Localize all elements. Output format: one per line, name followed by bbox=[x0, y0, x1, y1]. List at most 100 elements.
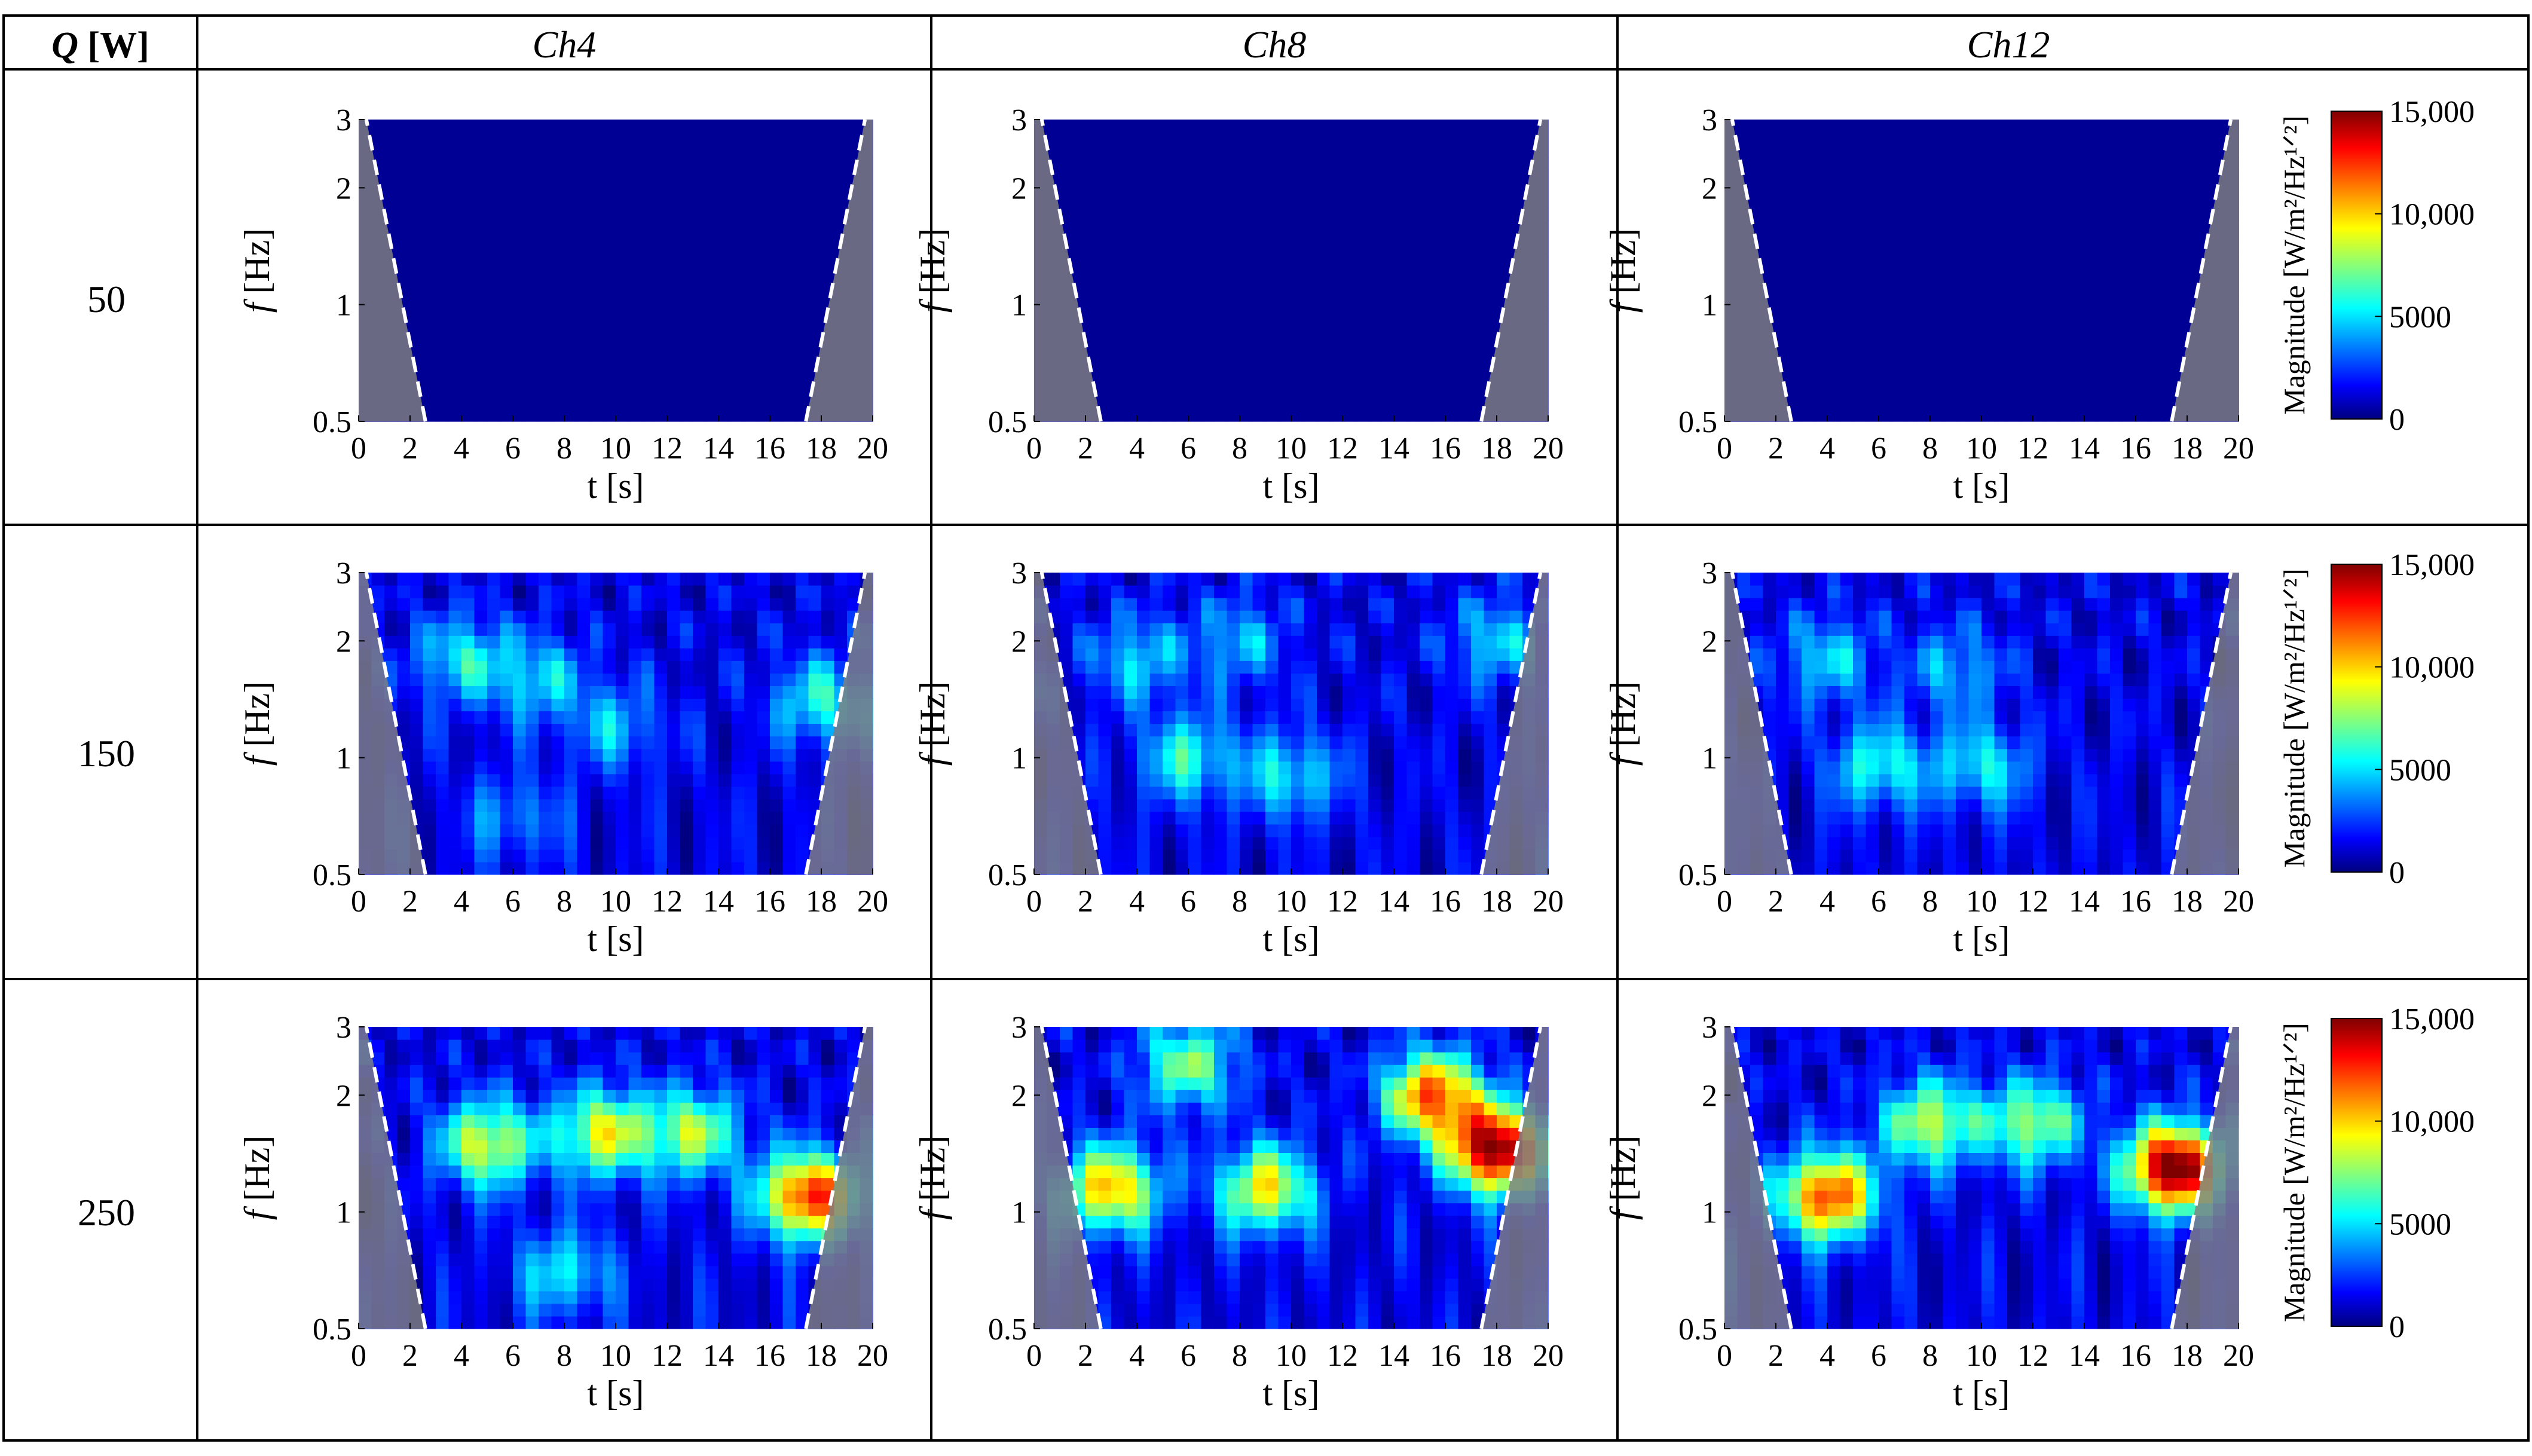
heatmap-cell bbox=[564, 811, 578, 825]
heatmap-cell bbox=[2148, 345, 2162, 359]
heatmap-cell bbox=[1329, 748, 1343, 762]
heatmap-cell bbox=[1802, 258, 1815, 271]
heatmap-cell bbox=[1497, 585, 1510, 598]
heatmap-cell bbox=[1994, 408, 2008, 422]
heatmap-cell bbox=[1214, 773, 1228, 787]
heatmap-cell bbox=[1394, 371, 1408, 384]
heatmap-cell bbox=[1111, 207, 1125, 221]
heatmap-cell bbox=[423, 598, 436, 611]
heatmap-cell bbox=[1278, 170, 1292, 183]
heatmap-cell bbox=[834, 585, 848, 598]
heatmap-cell bbox=[1355, 585, 1369, 598]
heatmap-cell bbox=[1879, 245, 1892, 259]
heatmap-cell bbox=[1047, 145, 1060, 158]
heatmap-cell bbox=[2148, 358, 2162, 372]
heatmap-cell bbox=[1814, 220, 1828, 233]
heatmap-cell bbox=[1085, 648, 1099, 661]
heatmap-cell bbox=[397, 145, 411, 158]
heatmap-cell bbox=[513, 610, 527, 623]
heatmap-cell bbox=[564, 836, 578, 850]
heatmap-cell bbox=[1304, 233, 1317, 246]
heatmap-cell bbox=[603, 396, 616, 409]
heatmap-cell bbox=[1458, 145, 1472, 158]
heatmap-cell bbox=[2007, 295, 2021, 309]
heatmap-cell bbox=[1201, 698, 1215, 712]
heatmap-cell bbox=[821, 270, 835, 284]
heatmap-cell bbox=[654, 635, 668, 649]
heatmap-cell bbox=[448, 320, 462, 334]
heatmap-cell bbox=[654, 648, 668, 661]
heatmap-cell bbox=[1329, 773, 1343, 787]
heatmap-cell bbox=[551, 308, 565, 322]
heatmap-cell bbox=[667, 383, 681, 397]
heatmap-cell bbox=[641, 371, 655, 384]
heatmap-cell bbox=[1163, 358, 1176, 372]
heatmap-cell bbox=[667, 711, 681, 724]
heatmap-cell bbox=[2097, 120, 2111, 133]
heatmap-cell bbox=[1124, 773, 1137, 787]
heatmap-cell bbox=[371, 573, 385, 586]
heatmap-cell bbox=[1866, 245, 1879, 259]
heatmap-cell bbox=[577, 308, 591, 322]
heatmap-cell bbox=[603, 660, 616, 674]
heatmap-cell bbox=[667, 635, 681, 649]
heatmap-cell bbox=[1227, 195, 1240, 208]
heatmap-cell bbox=[628, 258, 642, 271]
heatmap-cell bbox=[1175, 295, 1189, 309]
heatmap-cell bbox=[1149, 824, 1163, 837]
heatmap-cell bbox=[1368, 761, 1382, 775]
heatmap-cell bbox=[1406, 333, 1420, 347]
heatmap-cell bbox=[1201, 371, 1215, 384]
heatmap-cell bbox=[436, 686, 449, 699]
heatmap-cell bbox=[500, 799, 513, 812]
heatmap-cell bbox=[487, 220, 501, 233]
heatmap-cell bbox=[1149, 723, 1163, 737]
heatmap-cell bbox=[2084, 408, 2098, 422]
heatmap-cell bbox=[1484, 660, 1497, 674]
heatmap-cell bbox=[718, 585, 732, 598]
coi-shade-left bbox=[359, 573, 426, 874]
heatmap-cell bbox=[1509, 145, 1523, 158]
heatmap-cell bbox=[1943, 245, 1956, 259]
heatmap-cell bbox=[1406, 761, 1420, 775]
heatmap-cell bbox=[1943, 207, 1956, 221]
heatmap-cell bbox=[1291, 698, 1305, 712]
heatmap-cell bbox=[1737, 145, 1751, 158]
heatmap-cell bbox=[1124, 648, 1137, 661]
heatmap-cell bbox=[2020, 345, 2033, 359]
heatmap-cell bbox=[590, 295, 604, 309]
heatmap-cell bbox=[667, 320, 681, 334]
heatmap-cell bbox=[1329, 736, 1343, 750]
heatmap-cell bbox=[603, 182, 616, 195]
heatmap-cell bbox=[1163, 635, 1176, 649]
heatmap-cell bbox=[693, 660, 707, 674]
heatmap-cell bbox=[1763, 182, 1776, 195]
heatmap-cell bbox=[782, 861, 796, 875]
heatmap-cell bbox=[461, 371, 475, 384]
heatmap-cell bbox=[1214, 673, 1228, 686]
heatmap-cell bbox=[654, 320, 668, 334]
heatmap-cell bbox=[1420, 258, 1433, 271]
heatmap-cell bbox=[1163, 786, 1176, 800]
heatmap-cell bbox=[1214, 623, 1228, 636]
heatmap-cell bbox=[2033, 233, 2047, 246]
heatmap-cell bbox=[1060, 623, 1074, 636]
heatmap-cell bbox=[667, 358, 681, 372]
heatmap-cell bbox=[1484, 220, 1497, 233]
heatmap-cell bbox=[616, 723, 629, 737]
heatmap-cell bbox=[1458, 270, 1472, 284]
heatmap-cell bbox=[2110, 195, 2124, 208]
heatmap-cell bbox=[500, 786, 513, 800]
heatmap-cell bbox=[2020, 383, 2033, 397]
heatmap-cell bbox=[616, 333, 629, 347]
heatmap-cell bbox=[1265, 836, 1279, 850]
heatmap-cell bbox=[1471, 245, 1485, 259]
heatmap-cell bbox=[474, 120, 488, 133]
heatmap-cell bbox=[1265, 610, 1279, 623]
heatmap-cell bbox=[1188, 660, 1202, 674]
heatmap-cell bbox=[2123, 170, 2136, 183]
heatmap-cell bbox=[448, 673, 462, 686]
heatmap-cell bbox=[564, 648, 578, 661]
heatmap-cell bbox=[1981, 408, 1995, 422]
heatmap-cell bbox=[2123, 157, 2136, 170]
